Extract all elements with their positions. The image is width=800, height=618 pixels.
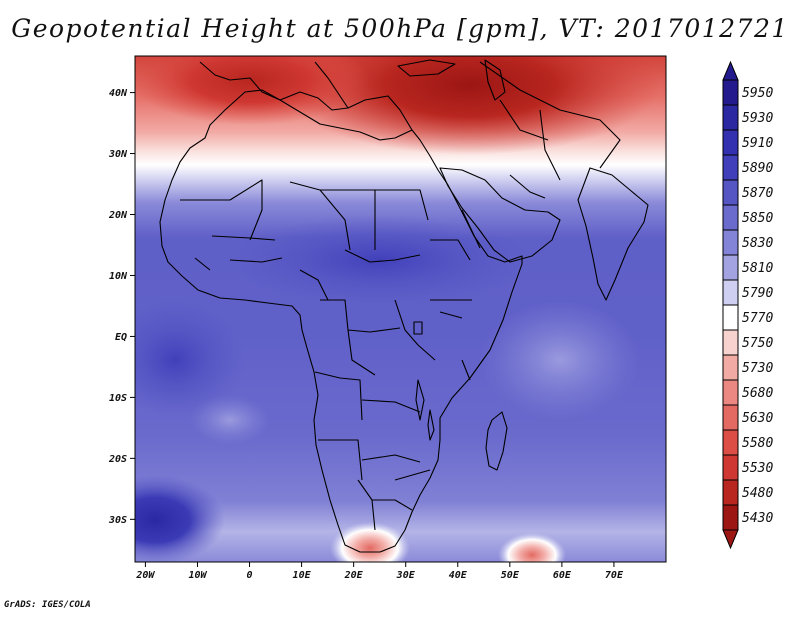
high-atlantic — [135, 300, 245, 420]
colorbar-label: 5580 — [742, 436, 773, 451]
colorbar-swatch — [722, 479, 739, 506]
lon-tick-label: 20W — [135, 570, 155, 581]
colorbar-label: 5790 — [742, 286, 773, 301]
colorbar-label: 5750 — [742, 336, 773, 351]
madagascar — [485, 411, 508, 471]
country-borders-central — [314, 249, 421, 421]
colorbar-swatch — [722, 79, 739, 106]
colorbar-label: 5530 — [742, 461, 773, 476]
colorbar-label: 5810 — [742, 261, 773, 276]
colorbar-swatch — [722, 454, 739, 481]
latitude-axis: 40N 30N 20N 10N EQ 10S 20S 30S — [108, 88, 135, 526]
country-borders-west — [180, 179, 429, 301]
colorbar-label: 5680 — [742, 386, 773, 401]
colorbar-swatch — [722, 129, 739, 156]
high-sahel — [230, 215, 530, 305]
lon-tick-label: 60E — [553, 570, 572, 581]
colorbar-label: 5870 — [742, 186, 773, 201]
ridge-northeast — [280, 56, 660, 155]
lat-tick-label: 20S — [108, 454, 127, 465]
map-title: Geopotential Height at 500hPa [gpm], VT:… — [11, 14, 789, 43]
lat-tick-label: 30S — [108, 515, 127, 526]
lat-tick-label: 10N — [109, 271, 128, 282]
italy — [314, 61, 349, 109]
coastlines-borders — [159, 59, 649, 553]
trough-south-indian — [498, 533, 566, 562]
lon-tick-label: 30E — [396, 570, 416, 581]
colorbar-max-arrow — [722, 60, 739, 81]
lat-tick-label: EQ — [115, 332, 127, 343]
colorbar-label: 5910 — [742, 136, 773, 151]
colorbar-label: 5890 — [742, 161, 773, 176]
indian-ocean-band — [480, 300, 640, 420]
colorbar-swatch — [722, 504, 739, 531]
colorbar-swatch — [722, 254, 739, 281]
lakes — [413, 321, 435, 441]
colorbar-swatch — [722, 154, 739, 181]
colorbar-label: 5430 — [742, 511, 773, 526]
colorbar-swatch — [722, 379, 739, 406]
gulf-guinea-band — [190, 395, 270, 445]
africa-coastline — [159, 89, 523, 553]
colorbar-swatch — [722, 304, 739, 331]
colorbar-label: 5830 — [742, 236, 773, 251]
high-south-atlantic — [135, 475, 225, 562]
black-sea-caspian — [397, 59, 506, 101]
lon-tick-label: 20E — [344, 570, 364, 581]
colorbar-label: 5930 — [742, 111, 773, 126]
india — [577, 167, 649, 301]
colorbar-label: 5770 — [742, 311, 773, 326]
colorbar-swatch — [722, 404, 739, 431]
lat-tick-label: 10S — [109, 393, 127, 404]
lat-tick-label: 40N — [109, 88, 128, 99]
colorbar: 5950 5930 5910 5890 5870 5850 5830 5810 5790 5770… — [722, 60, 773, 550]
persian-gulf — [509, 174, 546, 199]
colorbar-label: 5850 — [742, 211, 773, 226]
arabian-peninsula — [439, 167, 561, 263]
lon-tick-label: 40E — [449, 570, 468, 581]
colorbar-swatch — [722, 429, 739, 456]
colorbar-label: 5950 — [742, 86, 773, 101]
europe-coast — [199, 61, 413, 131]
colorbar-label: 5730 — [742, 361, 773, 376]
lon-tick-label: 10W — [188, 570, 207, 581]
colorbar-swatch — [722, 354, 739, 381]
country-borders-east — [417, 209, 481, 381]
lat-tick-label: 30N — [108, 149, 128, 160]
map-frame — [134, 55, 667, 563]
colorbar-min-arrow — [722, 529, 739, 550]
colorbar-swatch — [722, 179, 739, 206]
lon-tick-label: 70E — [605, 570, 624, 581]
lon-tick-label: 0 — [247, 570, 253, 581]
ridge-northwest — [135, 56, 370, 125]
colorbar-label: 5480 — [742, 486, 773, 501]
longitude-axis: 20W 10W 0 10E 20E 30E 40E 50E 60E 70E — [135, 562, 624, 581]
lon-tick-label: 10E — [293, 570, 312, 581]
colorbar-swatch — [722, 329, 739, 356]
colorbar-swatch — [722, 279, 739, 306]
colorbar-label: 5630 — [742, 411, 773, 426]
lon-tick-label: 50E — [501, 570, 520, 581]
asia-borders — [479, 61, 621, 181]
colorbar-swatch — [722, 104, 739, 131]
colorbar-swatch — [722, 204, 739, 231]
country-borders-south — [318, 439, 431, 531]
colorbar-swatch — [722, 229, 739, 256]
map-plot-area — [135, 56, 666, 562]
trough-south-africa — [330, 522, 410, 562]
lat-tick-label: 20N — [108, 210, 128, 221]
grads-credit: GrADS: IGES/COLA — [4, 600, 91, 610]
